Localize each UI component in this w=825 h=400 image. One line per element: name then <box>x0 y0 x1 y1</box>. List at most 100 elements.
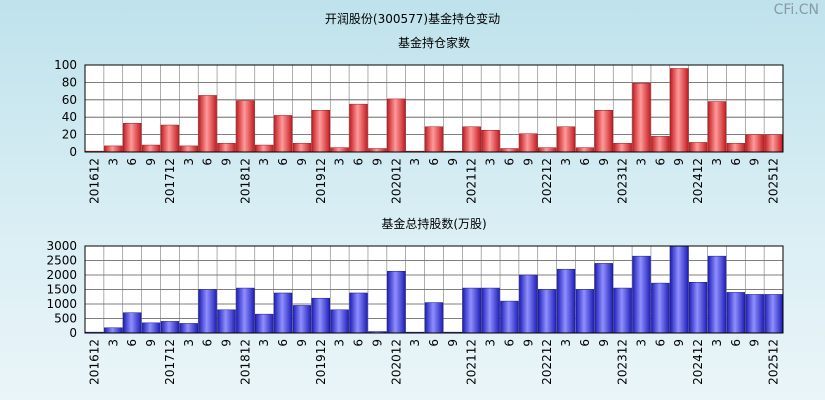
x-tick-label: 3 <box>257 339 271 347</box>
bar-shares <box>198 289 217 334</box>
x-tick-label: 3 <box>635 339 649 347</box>
bar-shares <box>311 297 330 334</box>
x-tick-label: 202312 <box>616 158 630 204</box>
bar-shares <box>519 274 538 334</box>
bar-holders <box>481 130 500 153</box>
x-tick-label: 9 <box>446 339 460 347</box>
bar-holders <box>556 126 576 153</box>
bar-shares <box>292 305 312 334</box>
x-tick-label: 6 <box>201 339 215 347</box>
bar-shares <box>575 289 595 334</box>
x-tick-label: 6 <box>502 158 516 166</box>
bar-holders <box>707 101 727 153</box>
x-tick-label: 9 <box>521 339 535 347</box>
x-tick-label: 3 <box>710 339 724 347</box>
x-tick-label: 202112 <box>465 339 479 385</box>
bar-holders <box>160 124 180 153</box>
x-tick-label: 202312 <box>616 339 630 385</box>
x-tick-label: 3 <box>257 158 271 166</box>
bar-shares <box>217 309 236 334</box>
x-tick-label: 3 <box>559 339 573 347</box>
bar-shares <box>632 255 651 334</box>
plot-frame-holders <box>84 64 784 153</box>
bar-holders <box>764 134 783 153</box>
x-tick-label: 6 <box>276 158 290 166</box>
bar-holders <box>273 115 293 153</box>
x-tick-label: 6 <box>653 158 667 166</box>
bar-holders <box>651 136 670 153</box>
x-tick-label: 6 <box>352 158 366 166</box>
x-tick-label: 6 <box>729 158 743 166</box>
bar-shares <box>764 294 783 334</box>
bar-holders <box>179 145 198 153</box>
y-tick-label: 500 <box>54 312 77 326</box>
x-tick-label: 201612 <box>87 339 101 385</box>
x-tick-label: 6 <box>578 339 592 347</box>
bar-shares <box>160 321 180 334</box>
bar-shares <box>500 300 519 334</box>
x-tick-label: 201812 <box>238 339 252 385</box>
bar-shares <box>745 294 764 334</box>
bar-shares <box>481 287 500 334</box>
x-tick-label: 6 <box>427 158 441 166</box>
bar-holders <box>141 144 161 153</box>
bar-shares <box>670 245 689 334</box>
y-tick-label: 0 <box>69 145 77 159</box>
chart-title-shares: 基金总持股数(万股) <box>381 216 486 231</box>
x-tick-label: 6 <box>125 339 139 347</box>
y-tick-label: 100 <box>54 58 77 72</box>
x-tick-label: 9 <box>144 339 158 347</box>
bar-shares <box>594 263 613 334</box>
x-tick-label: 9 <box>597 339 611 347</box>
bar-shares <box>179 323 198 334</box>
bar-holders <box>575 147 595 153</box>
x-tick-label: 9 <box>521 158 535 166</box>
x-tick-label: 3 <box>710 158 724 166</box>
x-tick-label: 3 <box>408 339 422 347</box>
bar-shares <box>651 282 670 334</box>
x-tick-label: 3 <box>106 158 120 166</box>
watermark: CFi.CN <box>773 2 819 18</box>
x-tick-label: 3 <box>484 339 498 347</box>
y-tick-label: 80 <box>62 75 77 89</box>
bar-holders <box>104 145 123 153</box>
y-tick-label: 20 <box>62 128 77 142</box>
x-tick-label: 9 <box>295 158 309 166</box>
x-tick-label: 9 <box>370 339 384 347</box>
bar-holders <box>198 95 217 153</box>
x-tick-label: 9 <box>748 339 762 347</box>
x-tick-label: 6 <box>427 339 441 347</box>
y-tick-label: 3000 <box>46 239 77 253</box>
bar-holders <box>311 109 330 153</box>
x-tick-label: 201812 <box>238 158 252 204</box>
bar-holders <box>745 134 764 153</box>
bar-holders <box>349 103 368 153</box>
bar-shares <box>424 302 444 334</box>
bar-holders <box>236 100 255 153</box>
x-tick-label: 6 <box>578 158 592 166</box>
bar-holders <box>613 143 632 153</box>
x-tick-label: 9 <box>144 158 158 166</box>
x-tick-label: 202412 <box>691 339 705 385</box>
bar-holders <box>387 98 406 153</box>
bar-holders <box>538 147 557 153</box>
x-tick-label: 6 <box>201 158 215 166</box>
bar-holders <box>255 144 274 153</box>
x-tick-label: 3 <box>182 339 196 347</box>
bar-holders <box>688 142 708 153</box>
bar-holders <box>424 126 444 153</box>
bar-holders <box>670 68 689 153</box>
x-tick-label: 3 <box>182 158 196 166</box>
bar-shares <box>122 312 142 334</box>
x-tick-label: 202512 <box>767 158 781 204</box>
x-tick-label: 202112 <box>465 158 479 204</box>
bar-holders <box>632 83 651 153</box>
bar-shares <box>613 287 632 334</box>
x-tick-label: 3 <box>484 158 498 166</box>
x-tick-label: 202012 <box>389 339 403 385</box>
x-tick-label: 6 <box>125 158 139 166</box>
x-tick-label: 9 <box>295 339 309 347</box>
bar-shares <box>538 289 557 334</box>
bar-holders <box>462 126 481 153</box>
